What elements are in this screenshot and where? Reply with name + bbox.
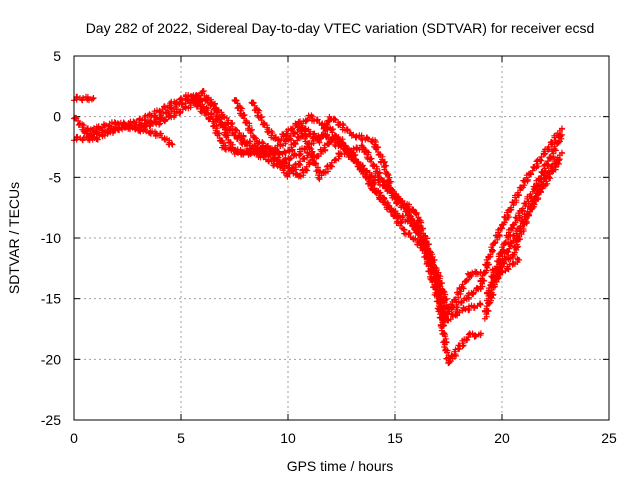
y-tick-label: 5: [53, 48, 61, 64]
x-tick-label: 0: [70, 430, 78, 446]
y-tick-label: -10: [41, 230, 61, 246]
y-tick-label: -15: [41, 291, 61, 307]
series-trace-4: [81, 119, 176, 148]
series-trace-8: [188, 96, 313, 180]
x-tick-label: 15: [387, 430, 403, 446]
chart-title: Day 282 of 2022, Sidereal Day-to-day VTE…: [86, 20, 595, 36]
series-trace-7: [248, 99, 420, 235]
ticks: 0 5 10 15 20 25 -25 -20 -15 -10 -5 0 5: [41, 48, 617, 446]
plot-area: [71, 88, 565, 367]
x-axis-label: GPS time / hours: [287, 458, 394, 474]
series-trace-13: [488, 255, 523, 286]
plot-border: [73, 55, 610, 421]
series-trace-9: [477, 125, 565, 292]
x-tick-label: 10: [280, 430, 296, 446]
y-tick-label: -25: [41, 412, 61, 428]
y-tick-label: -5: [49, 169, 62, 185]
y-tick-label: 0: [53, 109, 61, 125]
x-tick-label: 5: [177, 430, 185, 446]
x-tick-label: 20: [494, 430, 510, 446]
series-trace-1: [71, 93, 97, 104]
x-tick-label: 25: [601, 430, 617, 446]
y-tick-label: -20: [41, 351, 61, 367]
y-axis-label: SDTVAR / TECUs: [6, 182, 22, 294]
